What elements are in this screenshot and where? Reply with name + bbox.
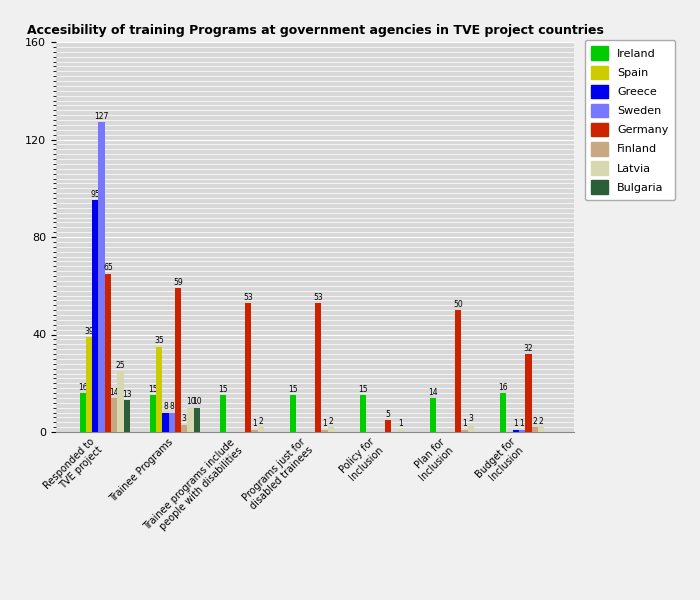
Text: 127: 127 [94, 112, 108, 121]
Bar [455, 310, 461, 432]
Text: 3: 3 [468, 415, 473, 424]
Bar [105, 274, 111, 432]
Text: 59: 59 [173, 278, 183, 287]
Text: 2: 2 [538, 417, 543, 426]
Bar [251, 430, 258, 432]
Text: 53: 53 [243, 293, 253, 302]
Text: 10: 10 [192, 397, 202, 406]
Text: 14: 14 [428, 388, 438, 397]
Bar [194, 407, 200, 432]
Bar [188, 407, 194, 432]
Bar [92, 200, 99, 432]
Text: 10: 10 [186, 397, 195, 406]
Text: 5: 5 [386, 410, 391, 419]
Bar [531, 427, 538, 432]
Bar [181, 425, 188, 432]
Text: 8: 8 [163, 402, 168, 411]
Text: 15: 15 [358, 385, 368, 394]
Text: 35: 35 [154, 337, 164, 346]
Bar [519, 430, 525, 432]
Text: 15: 15 [148, 385, 158, 394]
Bar [175, 288, 181, 432]
Bar [118, 371, 124, 432]
Bar [80, 393, 86, 432]
Text: 50: 50 [454, 300, 463, 309]
Bar [328, 427, 334, 432]
Text: 1: 1 [513, 419, 518, 428]
Text: 53: 53 [314, 293, 323, 302]
Bar [290, 395, 296, 432]
Bar [124, 400, 130, 432]
Text: 32: 32 [524, 344, 533, 353]
Text: 39: 39 [84, 327, 94, 336]
Bar [245, 303, 251, 432]
Text: 14: 14 [109, 388, 119, 397]
Text: 25: 25 [116, 361, 125, 370]
Bar [468, 425, 474, 432]
Text: 1: 1 [398, 419, 403, 428]
Text: 13: 13 [122, 390, 132, 399]
Text: 8: 8 [169, 402, 174, 411]
Bar [169, 413, 175, 432]
Bar [360, 395, 366, 432]
Bar [99, 122, 105, 432]
Text: 1: 1 [462, 419, 467, 428]
Text: 3: 3 [182, 415, 187, 424]
Text: 65: 65 [103, 263, 113, 272]
Bar [512, 430, 519, 432]
Bar [156, 347, 162, 432]
Text: 1: 1 [519, 419, 524, 428]
Text: 16: 16 [78, 383, 88, 392]
Bar [538, 427, 544, 432]
Bar [86, 337, 92, 432]
Bar [162, 413, 169, 432]
Text: 15: 15 [288, 385, 298, 394]
Bar [220, 395, 226, 432]
Bar [258, 427, 264, 432]
Text: 1: 1 [322, 419, 327, 428]
Bar [525, 354, 531, 432]
Text: 95: 95 [90, 190, 100, 199]
Text: 15: 15 [218, 385, 228, 394]
Text: 1: 1 [252, 419, 257, 428]
Bar [321, 430, 328, 432]
Bar [430, 398, 436, 432]
Legend: Ireland, Spain, Greece, Sweden, Germany, Finland, Latvia, Bulgaria: Ireland, Spain, Greece, Sweden, Germany,… [584, 40, 675, 200]
Bar [111, 398, 118, 432]
Bar [150, 395, 156, 432]
Title: Accesibility of training Programs at government agencies in TVE project countrie: Accesibility of training Programs at gov… [27, 23, 603, 37]
Bar [315, 303, 321, 432]
Text: 2: 2 [532, 417, 537, 426]
Bar [461, 430, 468, 432]
Bar [500, 393, 506, 432]
Bar [398, 430, 404, 432]
Bar [385, 420, 391, 432]
Text: 16: 16 [498, 383, 508, 392]
Text: 2: 2 [328, 417, 333, 426]
Text: 2: 2 [258, 417, 263, 426]
